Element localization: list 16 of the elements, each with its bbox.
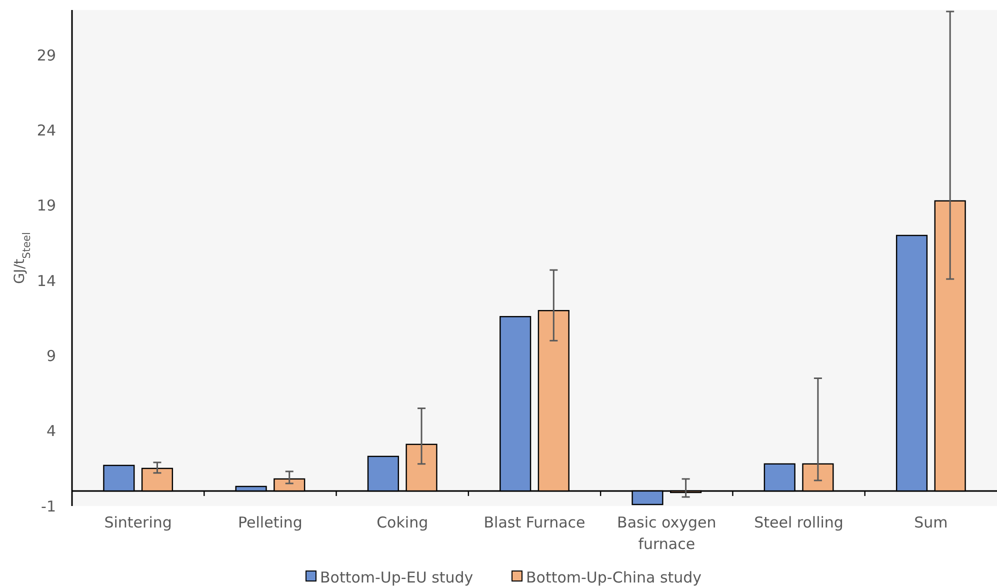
- y-tick-label: 4: [46, 422, 56, 440]
- x-tick-label: Sum: [914, 513, 948, 532]
- x-tick-label: Steel rolling: [754, 513, 844, 532]
- x-tick-label: Basic oxygen furnace: [617, 513, 716, 553]
- x-tick-label: Sintering: [104, 513, 172, 532]
- legend-label: Bottom-Up-EU study: [320, 568, 474, 586]
- x-tick-label: Coking: [376, 513, 428, 532]
- y-tick-label: -1: [41, 497, 56, 516]
- y-tick-label: 19: [36, 196, 56, 215]
- x-tick-label: Pelleting: [238, 513, 302, 532]
- legend-label: Bottom-Up-China study: [526, 568, 702, 586]
- y-tick-label: 29: [36, 46, 56, 64]
- y-tick-label: 24: [36, 121, 56, 140]
- y-tick-label: 14: [36, 272, 56, 290]
- y-tick-label: 9: [46, 346, 56, 365]
- x-tick-label: Blast Furnace: [484, 513, 586, 532]
